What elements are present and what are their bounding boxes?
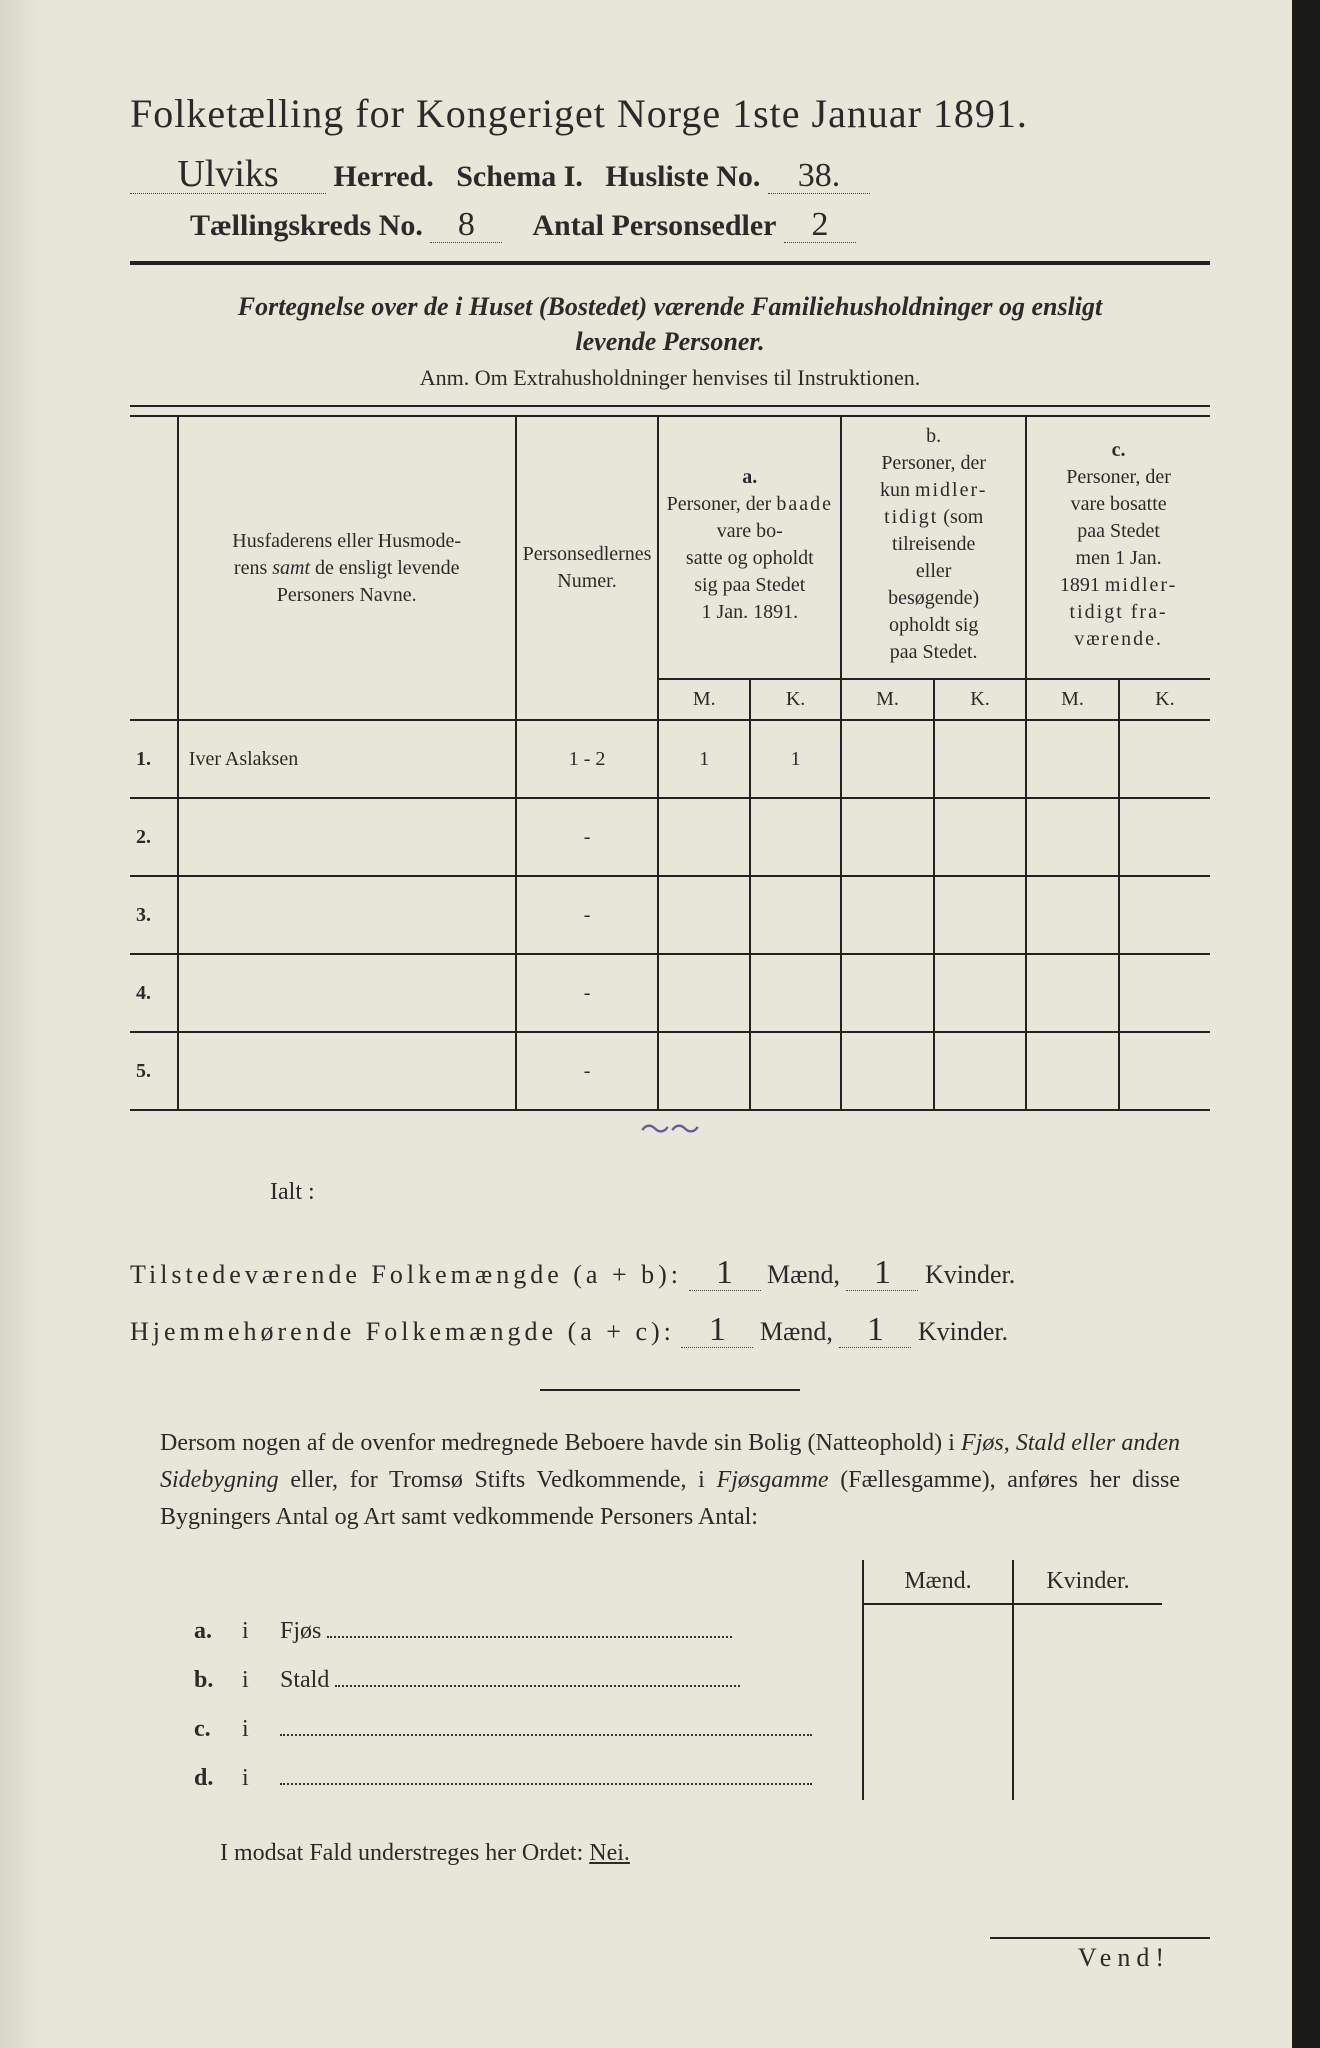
antal-label: Antal Personsedler — [532, 209, 776, 242]
buildings-paragraph: Dersom nogen af de ovenfor medregnede Be… — [160, 1425, 1180, 1537]
col-a-k: K. — [750, 679, 841, 720]
col-b-header: Personer, derkun midler-tidigt (somtilre… — [880, 452, 987, 663]
row-name: Iver Aslaksen — [178, 720, 516, 798]
tally-squiggle: ～～ — [130, 1105, 1210, 1149]
divider — [540, 1389, 800, 1391]
col-a-m: M. — [658, 679, 750, 720]
footer-line: I modsat Fald understreges her Ordet: Ne… — [220, 1840, 1210, 1867]
row-a-k: 1 — [750, 720, 841, 798]
buildings-table: Mænd. Kvinder. a. i Fjøs b. i Stald c. i… — [190, 1560, 1162, 1800]
row-ps: 1 - 2 — [516, 720, 659, 798]
col-c-header: Personer, dervare bosattepaa Stedetmen 1… — [1060, 466, 1177, 650]
census-table: Husfaderens eller Husmode-rens samt de e… — [130, 415, 1210, 1111]
nei-word: Nei. — [589, 1840, 630, 1866]
total-ab-k: 1 — [846, 1256, 918, 1291]
total-ab-label: Tilstedeværende Folkemængde (a + b): — [130, 1260, 682, 1289]
col-a-header: Personer, der baade vare bo-satte og oph… — [667, 493, 833, 623]
header-line-2: Ulviks Herred. Schema I. Husliste No. 38… — [130, 155, 1210, 194]
bld-k-header: Kvinder. — [1013, 1560, 1162, 1604]
anm-note: Anm. Om Extrahusholdninger henvises til … — [130, 365, 1210, 391]
totals-block: Tilstedeværende Folkemængde (a + b): 1 M… — [130, 1246, 1210, 1360]
col-a-top: a. — [742, 466, 757, 488]
bld-row: c. i — [190, 1702, 1162, 1751]
total-ab-m: 1 — [689, 1256, 761, 1291]
divider — [130, 405, 1210, 407]
total-ac-k: 1 — [839, 1313, 911, 1348]
col-c-top: c. — [1112, 439, 1126, 461]
kreds-label: Tællingskreds No. — [190, 209, 423, 242]
kreds-value: 8 — [430, 208, 502, 243]
col-c-k: K. — [1119, 679, 1210, 720]
ialt-label: Ialt : — [270, 1179, 1210, 1206]
col-c-m: M. — [1026, 679, 1119, 720]
vend-label: Vend! — [990, 1937, 1210, 1973]
herred-value: Ulviks — [130, 155, 326, 194]
col-b-top: b. — [926, 425, 941, 447]
bld-m-header: Mænd. — [863, 1560, 1013, 1604]
herred-label: Herred. — [334, 160, 434, 193]
total-ac-m: 1 — [681, 1313, 753, 1348]
subtitle: Fortegnelse over de i Huset (Bostedet) v… — [220, 289, 1120, 359]
schema-label: Schema I. — [456, 160, 583, 193]
page-title: Folketælling for Kongeriget Norge 1ste J… — [130, 90, 1210, 137]
husliste-value: 38. — [768, 159, 870, 194]
col-name-header: Husfaderens eller Husmode-rens samt de e… — [232, 530, 461, 606]
row-a-m: 1 — [658, 720, 750, 798]
total-ac-label: Hjemmehørende Folkemængde (a + c): — [130, 1317, 675, 1346]
table-row: 2. - — [130, 798, 1210, 876]
col-ps-header: Personsedlernes Numer. — [523, 543, 652, 592]
table-row: 1. Iver Aslaksen 1 - 2 1 1 — [130, 720, 1210, 798]
divider — [130, 261, 1210, 265]
col-b-m: M. — [841, 679, 934, 720]
header-line-3: Tællingskreds No. 8 Antal Personsedler 2 — [130, 208, 1210, 243]
col-b-k: K. — [934, 679, 1026, 720]
bld-row: b. i Stald — [190, 1653, 1162, 1702]
husliste-label: Husliste No. — [605, 160, 760, 193]
table-row: 3. - — [130, 876, 1210, 954]
bld-row: d. i — [190, 1751, 1162, 1800]
table-row: 4. - — [130, 954, 1210, 1032]
antal-value: 2 — [784, 208, 856, 243]
table-row: 5. - — [130, 1032, 1210, 1110]
bld-row: a. i Fjøs — [190, 1604, 1162, 1653]
